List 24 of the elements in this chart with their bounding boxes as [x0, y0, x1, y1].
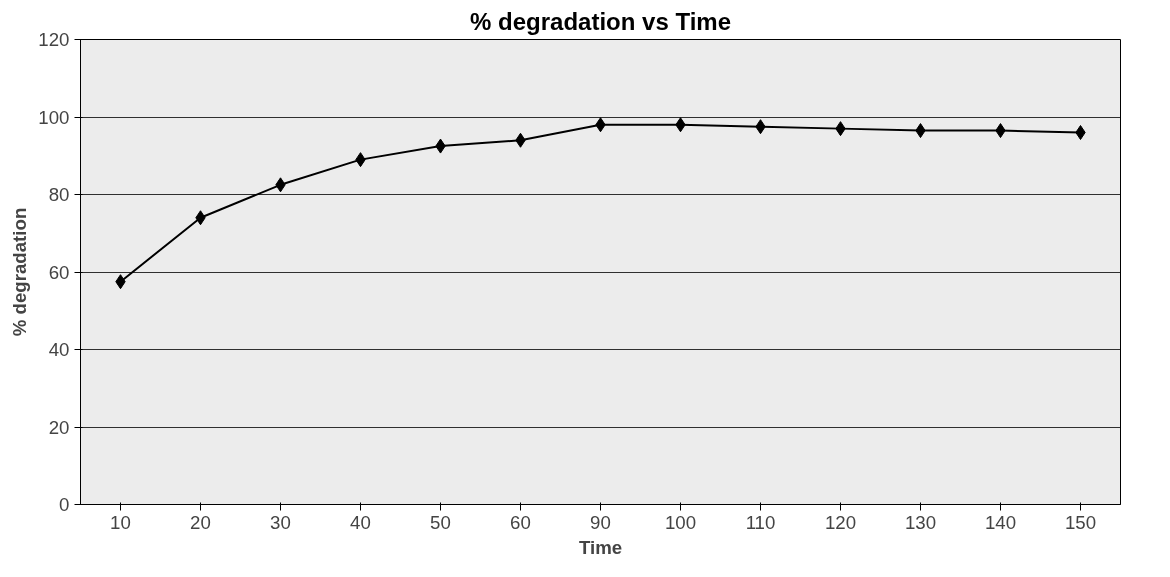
y-axis-title: % degradation: [9, 207, 31, 337]
y-tick-label: 0: [59, 494, 70, 515]
x-tick-label: 110: [745, 511, 776, 533]
x-tick-label: 40: [350, 511, 371, 533]
x-tick-label: 60: [510, 511, 531, 533]
x-tick-label: 150: [1064, 511, 1097, 533]
x-tick-label: 120: [824, 511, 857, 533]
y-tick-label: 100: [38, 106, 70, 128]
x-tick-label: 90: [590, 511, 611, 533]
x-tick-label: 50: [430, 511, 451, 533]
y-tick-label: 40: [48, 339, 70, 360]
chart-title: % degradation vs Time: [470, 7, 731, 35]
x-tick-label: 130: [904, 511, 937, 533]
x-tick-label: 100: [664, 511, 697, 533]
y-tick-label: 60: [48, 261, 70, 283]
y-tick-label: 120: [38, 29, 70, 50]
y-tick-label: 80: [48, 184, 70, 205]
x-tick-label: 30: [270, 511, 291, 533]
x-axis-title: Time: [578, 536, 623, 558]
x-tick-label: 10: [110, 511, 131, 533]
x-tick-label: 140: [984, 511, 1017, 533]
x-tick-label: 20: [190, 511, 211, 533]
point: [1075, 125, 1086, 140]
y-tick-label: 20: [48, 416, 70, 438]
